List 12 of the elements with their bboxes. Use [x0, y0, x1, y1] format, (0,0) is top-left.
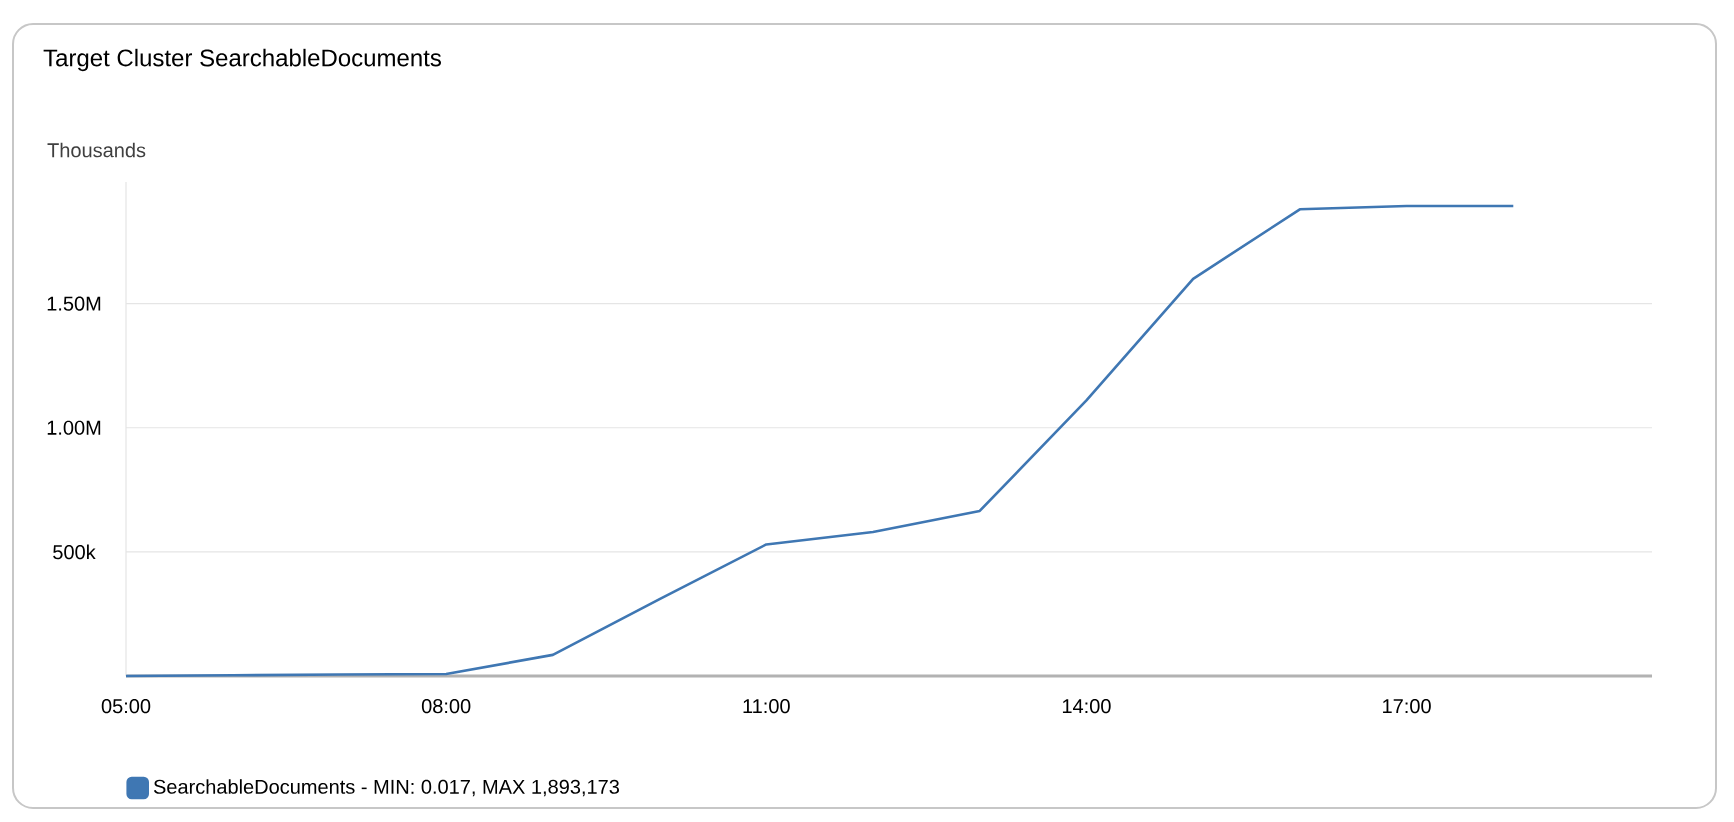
x-tick-label: 14:00	[1062, 699, 1111, 714]
chart-title: Target Cluster SearchableDocuments	[43, 48, 441, 72]
y-tick-label: 1.00M	[47, 420, 101, 435]
y-tick-label: 500k	[53, 544, 96, 560]
x-tick-label: 08:00	[421, 699, 471, 714]
text: Thousands	[47, 142, 146, 158]
line-series	[124, 204, 1515, 678]
x-tick-label: 11:00	[743, 699, 790, 714]
legend-label: SearchableDocuments - MIN: 0.017, MAX 1,893,173	[153, 779, 619, 797]
x-tick-label: 05:00	[101, 699, 151, 714]
x-tick-label: 17:00	[1383, 699, 1431, 714]
y-tick-label: 1.50M	[47, 296, 101, 311]
